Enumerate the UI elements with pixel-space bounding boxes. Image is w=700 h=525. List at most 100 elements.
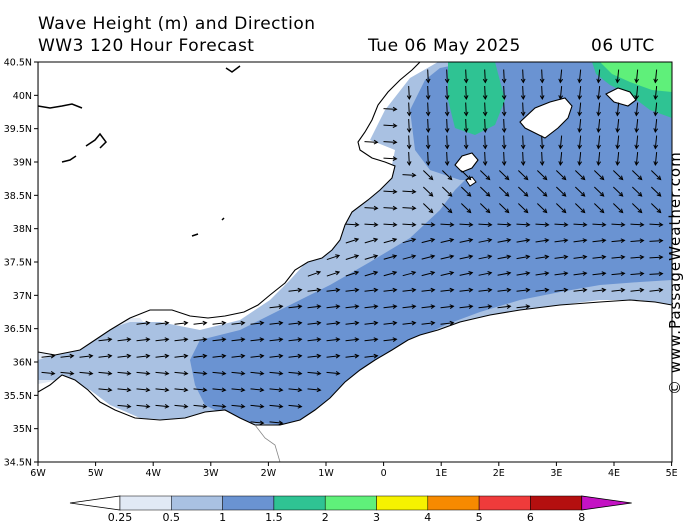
direction-arrow bbox=[463, 69, 469, 84]
direction-arrow bbox=[406, 85, 412, 101]
direction-arrow bbox=[517, 203, 529, 214]
coast-fragment-3 bbox=[61, 155, 77, 163]
direction-arrow bbox=[269, 403, 284, 409]
legend-swatch bbox=[324, 495, 377, 511]
direction-arrow bbox=[459, 287, 474, 293]
direction-arrow bbox=[539, 151, 545, 167]
direction-arrow bbox=[212, 320, 227, 326]
direction-arrow bbox=[596, 102, 602, 117]
direction-arrow bbox=[364, 254, 379, 260]
direction-arrow bbox=[326, 304, 341, 309]
direction-arrow bbox=[482, 118, 488, 134]
direction-arrow bbox=[250, 387, 265, 393]
direction-arrow bbox=[520, 102, 526, 117]
direction-arrow bbox=[383, 270, 398, 277]
direction-arrow bbox=[592, 238, 607, 243]
lat-label: 38N bbox=[13, 224, 32, 235]
direction-arrow bbox=[615, 135, 621, 150]
direction-arrow bbox=[615, 102, 621, 117]
direction-arrow bbox=[269, 320, 284, 326]
direction-arrow bbox=[98, 353, 113, 359]
lat-label: 37.5N bbox=[4, 258, 32, 269]
direction-arrow bbox=[425, 151, 431, 167]
direction-arrow bbox=[155, 337, 170, 342]
direction-arrow bbox=[630, 287, 645, 293]
direction-arrow bbox=[441, 186, 453, 197]
legend-tick-label: 5 bbox=[476, 511, 483, 524]
direction-arrow bbox=[634, 135, 640, 150]
direction-arrow bbox=[459, 238, 474, 243]
direction-arrow bbox=[155, 370, 170, 376]
direction-arrow bbox=[422, 186, 434, 197]
direction-arrow bbox=[577, 135, 583, 150]
direction-arrow bbox=[520, 135, 526, 150]
direction-arrow bbox=[326, 320, 341, 326]
direction-arrow bbox=[516, 222, 531, 228]
direction-arrow bbox=[193, 403, 208, 409]
lon-label: 1W bbox=[318, 468, 334, 479]
direction-arrow bbox=[307, 320, 322, 326]
direction-arrow bbox=[516, 238, 531, 243]
model-forecast-label: WW3 120 Hour Forecast bbox=[38, 36, 255, 56]
direction-arrow bbox=[231, 353, 246, 359]
direction-arrow bbox=[288, 403, 303, 409]
direction-arrow bbox=[498, 186, 510, 197]
direction-arrow bbox=[554, 287, 569, 293]
lon-label: 2E bbox=[493, 468, 505, 479]
lon-label: 4W bbox=[145, 468, 161, 479]
direction-arrow bbox=[79, 370, 94, 376]
direction-arrow bbox=[345, 353, 360, 359]
direction-arrow bbox=[250, 353, 265, 359]
direction-arrow bbox=[612, 203, 624, 214]
direction-arrow bbox=[193, 320, 208, 326]
latitude-axis: 40.5N 40N 39.5N 39N 38.5N 38N 37.5N 37N 36.5N 36N… bbox=[4, 58, 38, 469]
direction-arrow bbox=[117, 353, 132, 359]
direction-arrow bbox=[444, 69, 450, 84]
direction-arrow bbox=[497, 238, 512, 243]
direction-arrow bbox=[653, 69, 659, 84]
direction-arrow bbox=[615, 151, 621, 167]
direction-arrow bbox=[634, 69, 640, 84]
direction-arrow bbox=[444, 135, 450, 150]
direction-arrow bbox=[444, 102, 450, 117]
lon-label: 3E bbox=[550, 468, 562, 479]
direction-arrow bbox=[634, 102, 640, 117]
direction-arrow bbox=[41, 370, 56, 376]
direction-arrow bbox=[155, 403, 170, 409]
direction-arrow bbox=[364, 270, 379, 277]
direction-arrow bbox=[212, 403, 227, 409]
direction-arrow bbox=[326, 287, 341, 293]
legend-tick-label: 8 bbox=[578, 511, 585, 524]
direction-arrow bbox=[402, 222, 417, 228]
direction-arrow bbox=[482, 151, 488, 167]
direction-arrow bbox=[326, 270, 341, 277]
direction-arrow bbox=[425, 69, 431, 84]
direction-arrow bbox=[364, 353, 379, 359]
direction-arrow bbox=[577, 85, 583, 101]
direction-arrow bbox=[345, 237, 360, 244]
direction-arrow bbox=[307, 287, 322, 293]
direction-arrow bbox=[441, 203, 453, 214]
direction-arrow bbox=[554, 271, 569, 276]
direction-arrow bbox=[592, 287, 607, 293]
direction-arrow bbox=[630, 271, 645, 277]
direction-arrow bbox=[402, 304, 417, 309]
direction-arrow bbox=[573, 238, 588, 243]
direction-arrow bbox=[250, 337, 265, 342]
direction-arrow bbox=[520, 85, 526, 101]
direction-arrow bbox=[402, 270, 417, 277]
direction-arrow bbox=[383, 123, 398, 129]
direction-arrow bbox=[573, 271, 588, 276]
direction-arrow bbox=[497, 271, 512, 276]
chart-title: Wave Height (m) and Direction bbox=[38, 14, 316, 34]
direction-arrow bbox=[612, 170, 624, 181]
direction-arrow bbox=[288, 287, 303, 293]
direction-arrow bbox=[174, 320, 189, 326]
direction-arrow bbox=[383, 304, 398, 309]
direction-arrow bbox=[497, 304, 512, 309]
legend-tick-label: 0.25 bbox=[108, 511, 133, 524]
direction-arrow bbox=[421, 254, 436, 260]
direction-arrow bbox=[479, 170, 491, 181]
direction-arrow bbox=[406, 102, 412, 117]
direction-arrow bbox=[517, 170, 529, 181]
